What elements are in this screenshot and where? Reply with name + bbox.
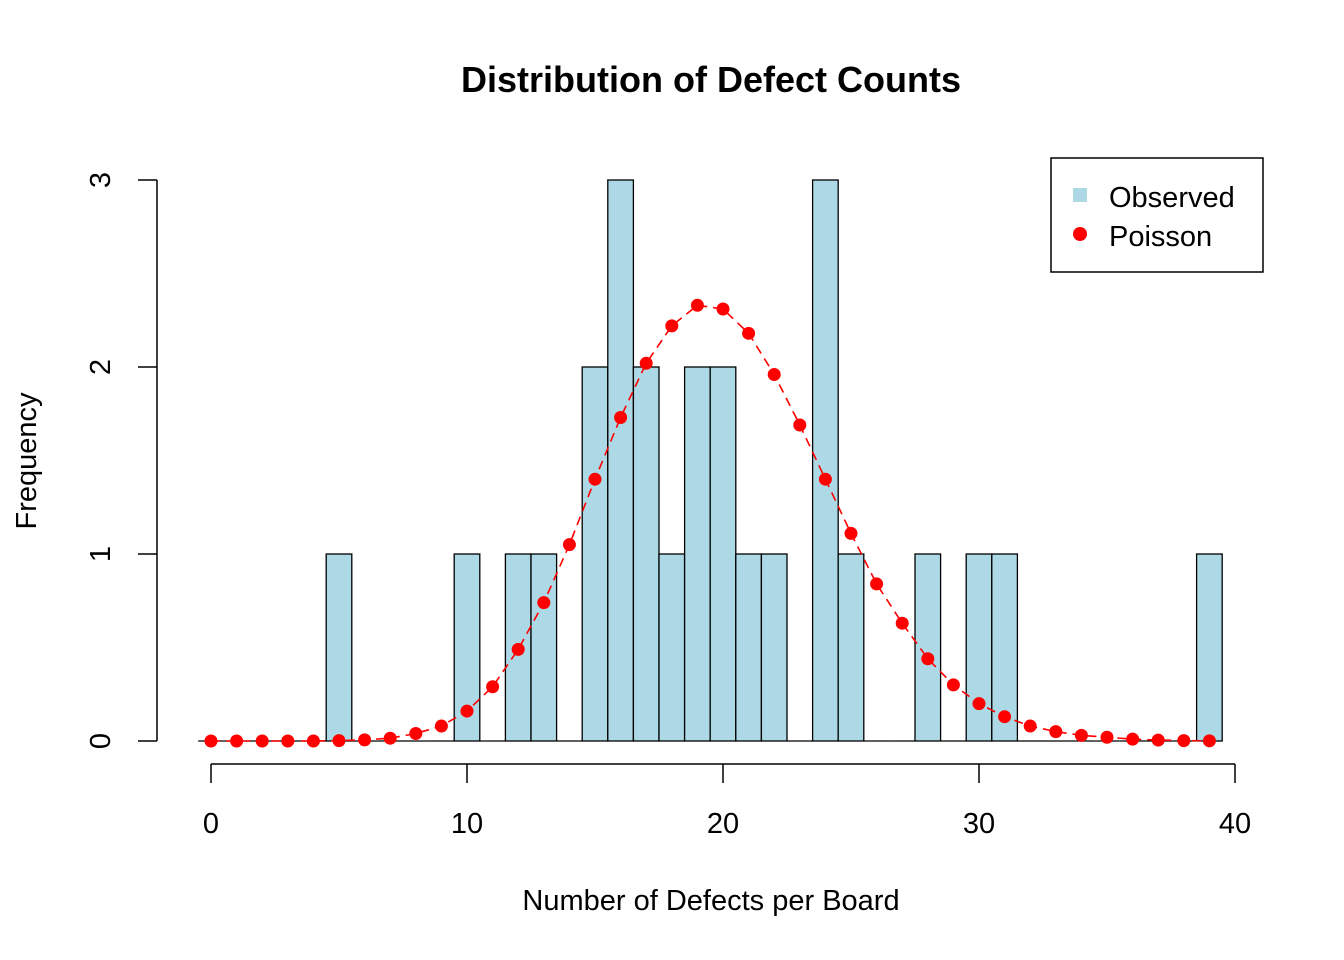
poisson-point xyxy=(434,719,448,733)
bar xyxy=(607,179,635,742)
legend-observed-swatch xyxy=(1073,188,1087,202)
bar xyxy=(735,553,763,742)
y-axis: 0 1 2 3 xyxy=(85,172,158,749)
bar xyxy=(709,366,737,742)
bar xyxy=(914,553,942,742)
bar xyxy=(991,553,1019,742)
x-tick-label: 20 xyxy=(707,808,739,840)
poisson-point xyxy=(639,356,653,370)
poisson-point xyxy=(1023,719,1037,733)
x-tick-label: 0 xyxy=(203,808,219,840)
bar xyxy=(1195,553,1223,742)
poisson-point xyxy=(690,298,704,312)
y-tick-label: 1 xyxy=(85,546,117,562)
poisson-point xyxy=(998,710,1012,724)
poisson-group xyxy=(204,298,1216,748)
legend: Observed Poisson xyxy=(1050,157,1264,273)
poisson-point xyxy=(1202,734,1216,748)
poisson-point xyxy=(562,538,576,552)
bars-group xyxy=(198,179,1223,742)
poisson-point xyxy=(614,410,628,424)
poisson-line xyxy=(211,304,1210,742)
bar xyxy=(965,553,993,742)
y-tick-label: 2 xyxy=(85,359,117,375)
poisson-point xyxy=(383,731,397,745)
poisson-point xyxy=(818,472,832,486)
poisson-point xyxy=(255,734,269,748)
poisson-point xyxy=(767,367,781,381)
y-tick-label: 0 xyxy=(85,733,117,749)
poisson-point xyxy=(844,526,858,540)
legend-poisson-label: Poisson xyxy=(1109,221,1212,253)
x-tick-label: 30 xyxy=(963,808,995,840)
bar xyxy=(581,366,609,742)
poisson-point xyxy=(1126,732,1140,746)
legend-box xyxy=(1050,157,1264,273)
bar xyxy=(683,366,711,742)
poisson-point xyxy=(742,326,756,340)
poisson-point xyxy=(281,734,295,748)
y-tick-label: 3 xyxy=(85,172,117,188)
bar xyxy=(811,179,839,742)
poisson-point xyxy=(537,596,551,610)
poisson-point xyxy=(793,418,807,432)
x-axis-label: Number of Defects per Board xyxy=(522,885,899,917)
legend-poisson-marker xyxy=(1073,227,1087,241)
x-tick-label: 40 xyxy=(1219,808,1251,840)
poisson-point xyxy=(716,302,730,316)
poisson-point xyxy=(588,472,602,486)
poisson-point xyxy=(511,642,525,656)
poisson-point xyxy=(1151,733,1165,747)
poisson-point xyxy=(946,678,960,692)
bar xyxy=(632,366,660,742)
poisson-point xyxy=(460,704,474,718)
poisson-point xyxy=(409,727,423,741)
bar xyxy=(658,553,686,742)
bar xyxy=(530,553,558,742)
poisson-point xyxy=(1049,725,1063,739)
poisson-point xyxy=(895,616,909,630)
bar xyxy=(760,553,788,742)
poisson-point xyxy=(921,652,935,666)
poisson-point xyxy=(358,733,372,747)
poisson-point xyxy=(1074,728,1088,742)
poisson-point xyxy=(870,577,884,591)
x-tick-label: 10 xyxy=(451,808,483,840)
poisson-point xyxy=(230,734,244,748)
bar xyxy=(453,553,481,742)
poisson-point xyxy=(1100,730,1114,744)
y-axis-label: Frequency xyxy=(11,392,43,530)
poisson-point xyxy=(332,734,346,748)
poisson-point xyxy=(665,319,679,333)
chart-title: Distribution of Defect Counts xyxy=(461,59,961,100)
poisson-point xyxy=(306,734,320,748)
poisson-point xyxy=(486,680,500,694)
poisson-point xyxy=(972,697,986,711)
bar xyxy=(837,553,865,742)
x-axis: 0 10 20 30 40 xyxy=(203,763,1251,840)
bar xyxy=(325,553,353,742)
poisson-point xyxy=(204,734,218,748)
legend-observed-label: Observed xyxy=(1109,182,1235,214)
poisson-point xyxy=(1177,734,1191,748)
